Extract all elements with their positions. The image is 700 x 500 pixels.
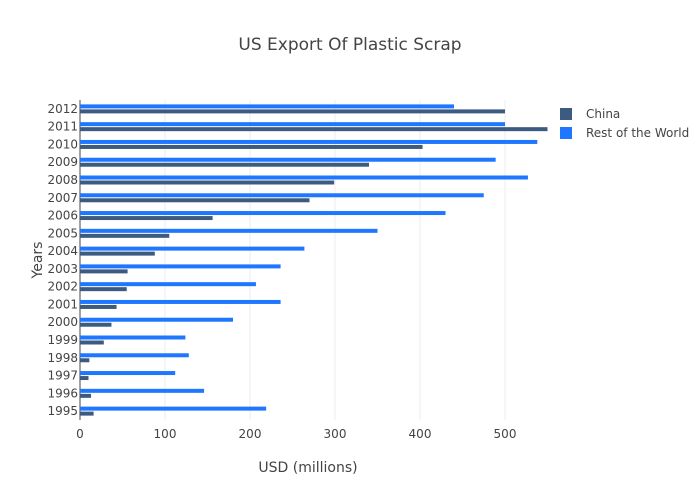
bar-rest-of-world[interactable]: [80, 299, 281, 304]
bar-rest-of-world[interactable]: [80, 353, 189, 358]
y-tick-label: 1998: [47, 351, 78, 365]
bar-rest-of-world[interactable]: [80, 104, 454, 109]
bar-china[interactable]: [80, 198, 310, 203]
bar-rest-of-world[interactable]: [80, 193, 484, 198]
bar-rest-of-world[interactable]: [80, 335, 186, 340]
bar-china[interactable]: [80, 269, 128, 274]
bar-rest-of-world[interactable]: [80, 122, 505, 127]
x-tick-label: 300: [324, 427, 347, 441]
legend-swatch[interactable]: [560, 127, 572, 139]
y-axis-label: Years: [30, 242, 46, 280]
bar-rest-of-world[interactable]: [80, 388, 205, 393]
y-tick-label: 2002: [47, 280, 78, 294]
bar-rest-of-world[interactable]: [80, 228, 378, 233]
bar-china[interactable]: [80, 322, 112, 327]
bar-china[interactable]: [80, 358, 90, 363]
bar-china[interactable]: [80, 144, 423, 149]
bar-china[interactable]: [80, 287, 127, 292]
legend[interactable]: China Rest of the World: [560, 107, 689, 140]
y-tick-label: 1996: [47, 386, 78, 400]
y-tick-label: 2010: [47, 137, 78, 151]
bar-china[interactable]: [80, 340, 104, 345]
y-tick-label: 2003: [47, 262, 78, 276]
x-tick-label: 100: [154, 427, 177, 441]
axis-layer: 0 100 200 300 400 500 1995 1996 1997 1998 1999 2000…: [47, 102, 516, 441]
x-axis-label: USD (millions): [258, 460, 357, 476]
y-tick-label: 1999: [47, 333, 78, 347]
y-tick-label: 1995: [47, 404, 78, 418]
bar-rest-of-world[interactable]: [80, 139, 538, 144]
bar-china[interactable]: [80, 376, 89, 381]
x-tick-label: 400: [409, 427, 432, 441]
y-tick-label: 2000: [47, 315, 78, 329]
bar-rest-of-world[interactable]: [80, 175, 528, 180]
y-tick-label: 2009: [47, 155, 78, 169]
bar-rest-of-world[interactable]: [80, 317, 233, 322]
bar-rest-of-world[interactable]: [80, 264, 281, 269]
x-tick-label: 0: [76, 427, 84, 441]
bar-china[interactable]: [80, 216, 213, 221]
bar-rest-of-world[interactable]: [80, 157, 496, 162]
bar-layer: [80, 104, 548, 416]
bar-rest-of-world[interactable]: [80, 371, 176, 376]
bar-china[interactable]: [80, 162, 369, 167]
bar-rest-of-world[interactable]: [80, 246, 305, 251]
y-tick-label: 2008: [47, 173, 78, 187]
grid-layer: [79, 100, 506, 420]
bar-rest-of-world[interactable]: [80, 282, 256, 287]
y-tick-label: 2011: [47, 120, 78, 134]
bar-rest-of-world[interactable]: [80, 211, 446, 216]
y-tick-label: 2005: [47, 226, 78, 240]
y-tick-label: 2007: [47, 191, 78, 205]
bar-china[interactable]: [80, 251, 155, 256]
bar-china[interactable]: [80, 233, 170, 238]
chart-title: US Export Of Plastic Scrap: [238, 35, 461, 55]
legend-label[interactable]: Rest of the World: [586, 126, 689, 140]
y-tick-label: 2006: [47, 209, 78, 223]
legend-label[interactable]: China: [586, 107, 620, 121]
x-tick-label: 200: [239, 427, 262, 441]
bar-china[interactable]: [80, 411, 94, 416]
y-tick-label: 2001: [47, 297, 78, 311]
y-tick-label: 1997: [47, 369, 78, 383]
y-tick-label: 2012: [47, 102, 78, 116]
legend-swatch[interactable]: [560, 108, 572, 120]
y-tick-label: 2004: [47, 244, 78, 258]
bar-china[interactable]: [80, 127, 548, 132]
bar-rest-of-world[interactable]: [80, 406, 267, 411]
bar-china[interactable]: [80, 180, 335, 185]
bar-china[interactable]: [80, 109, 505, 114]
x-tick-label: 500: [494, 427, 517, 441]
bar-china[interactable]: [80, 393, 92, 398]
bar-china[interactable]: [80, 304, 117, 309]
